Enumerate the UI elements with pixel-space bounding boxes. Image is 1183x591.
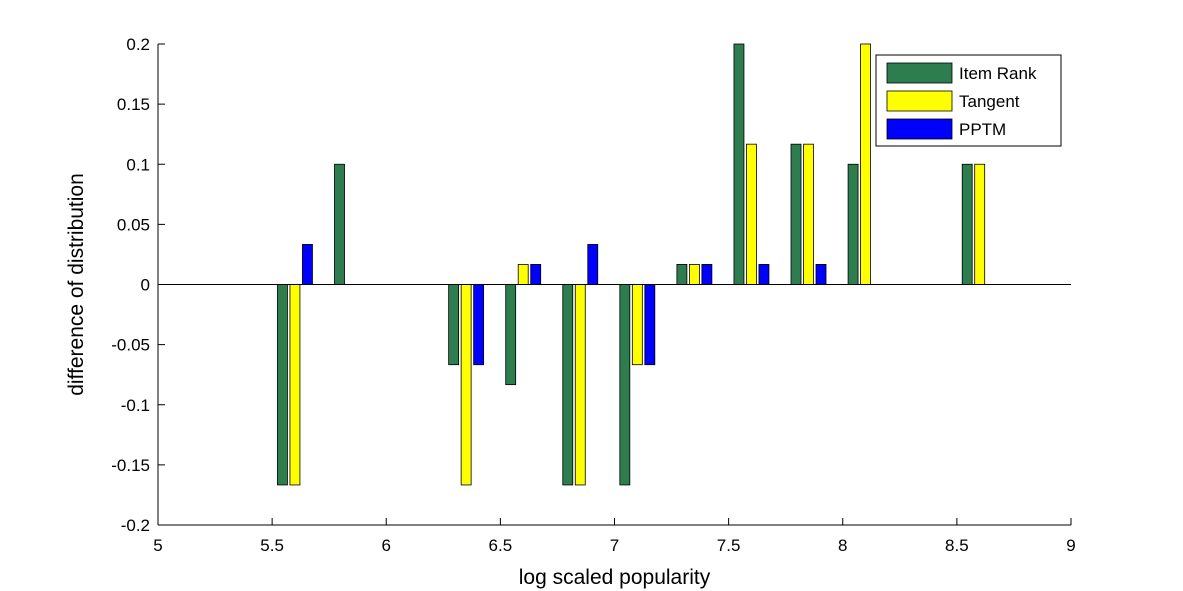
bar-pptm-5	[644, 284, 656, 366]
bar-item-rank-4	[562, 284, 574, 486]
bar-pptm-8	[815, 264, 827, 285]
bar-item-rank-0	[277, 284, 288, 486]
y-tick-label: 0.2	[126, 35, 150, 54]
y-tick-label: -0.2	[121, 516, 150, 535]
bar-pptm-0	[302, 244, 313, 285]
bar-tangent-10	[974, 163, 986, 285]
legend: Item Rank Tangent PPTM	[875, 54, 1062, 147]
bar-item-rank-7	[733, 43, 745, 285]
y-tick-label: 0	[141, 276, 150, 295]
y-tick-label: -0.15	[111, 456, 150, 475]
bars-layer	[277, 43, 986, 486]
x-tick-label: 8	[838, 536, 847, 555]
bar-item-rank-3	[505, 284, 517, 386]
bar-item-rank-8	[790, 143, 802, 285]
bar-item-rank-9	[847, 163, 859, 285]
x-tick-label: 5.5	[260, 536, 284, 555]
x-axis-title: log scaled popularity	[519, 566, 711, 589]
x-tick-label: 6	[382, 536, 391, 555]
bar-tangent-7	[746, 143, 757, 285]
bar-tangent-5	[631, 284, 643, 366]
x-tick-label: 6.5	[489, 536, 513, 555]
bar-item-rank-1	[334, 163, 345, 285]
y-tick-label: 0.1	[126, 155, 150, 174]
bar-tangent-3	[517, 264, 529, 285]
axes-layer: 5 5.5 6 6.5 7 7.5 8 8.5 9 -0.2 -0.15 -0.1 -0.05 0 0.05…	[111, 35, 1075, 555]
bar-tangent-6	[688, 264, 700, 285]
y-tick-label: 0.05	[117, 215, 150, 234]
legend-swatch	[886, 90, 953, 112]
legend-label: Item Rank	[959, 64, 1037, 83]
x-tick-label: 7	[610, 536, 619, 555]
x-tick-label: 5	[153, 536, 162, 555]
x-tick-label: 7.5	[717, 536, 741, 555]
bar-item-rank-5	[619, 284, 631, 486]
legend-swatch	[886, 62, 953, 84]
bar-tangent-8	[803, 143, 814, 285]
bar-pptm-7	[758, 264, 770, 285]
bar-item-rank-10	[961, 163, 973, 285]
bar-tangent-0	[289, 284, 301, 486]
bar-tangent-4	[574, 284, 586, 486]
bar-item-rank-2	[448, 284, 460, 366]
y-tick-label: -0.1	[121, 396, 150, 415]
y-axis-title: difference of distribution	[65, 173, 88, 396]
y-tick-label: -0.05	[111, 336, 150, 355]
bar-pptm-4	[587, 244, 599, 285]
bar-pptm-2	[473, 284, 485, 366]
bar-pptm-3	[530, 264, 542, 285]
bar-item-rank-6	[676, 264, 688, 285]
bar-pptm-6	[701, 264, 713, 285]
y-tick-label: 0.15	[117, 95, 150, 114]
bar-tangent-9	[860, 43, 871, 285]
legend-label: PPTM	[959, 120, 1006, 139]
x-tick-label: 9	[1066, 536, 1075, 555]
bar-tangent-2	[460, 284, 472, 486]
x-tick-label: 8.5	[945, 536, 969, 555]
legend-label: Tangent	[959, 92, 1020, 111]
legend-swatch	[886, 118, 953, 140]
